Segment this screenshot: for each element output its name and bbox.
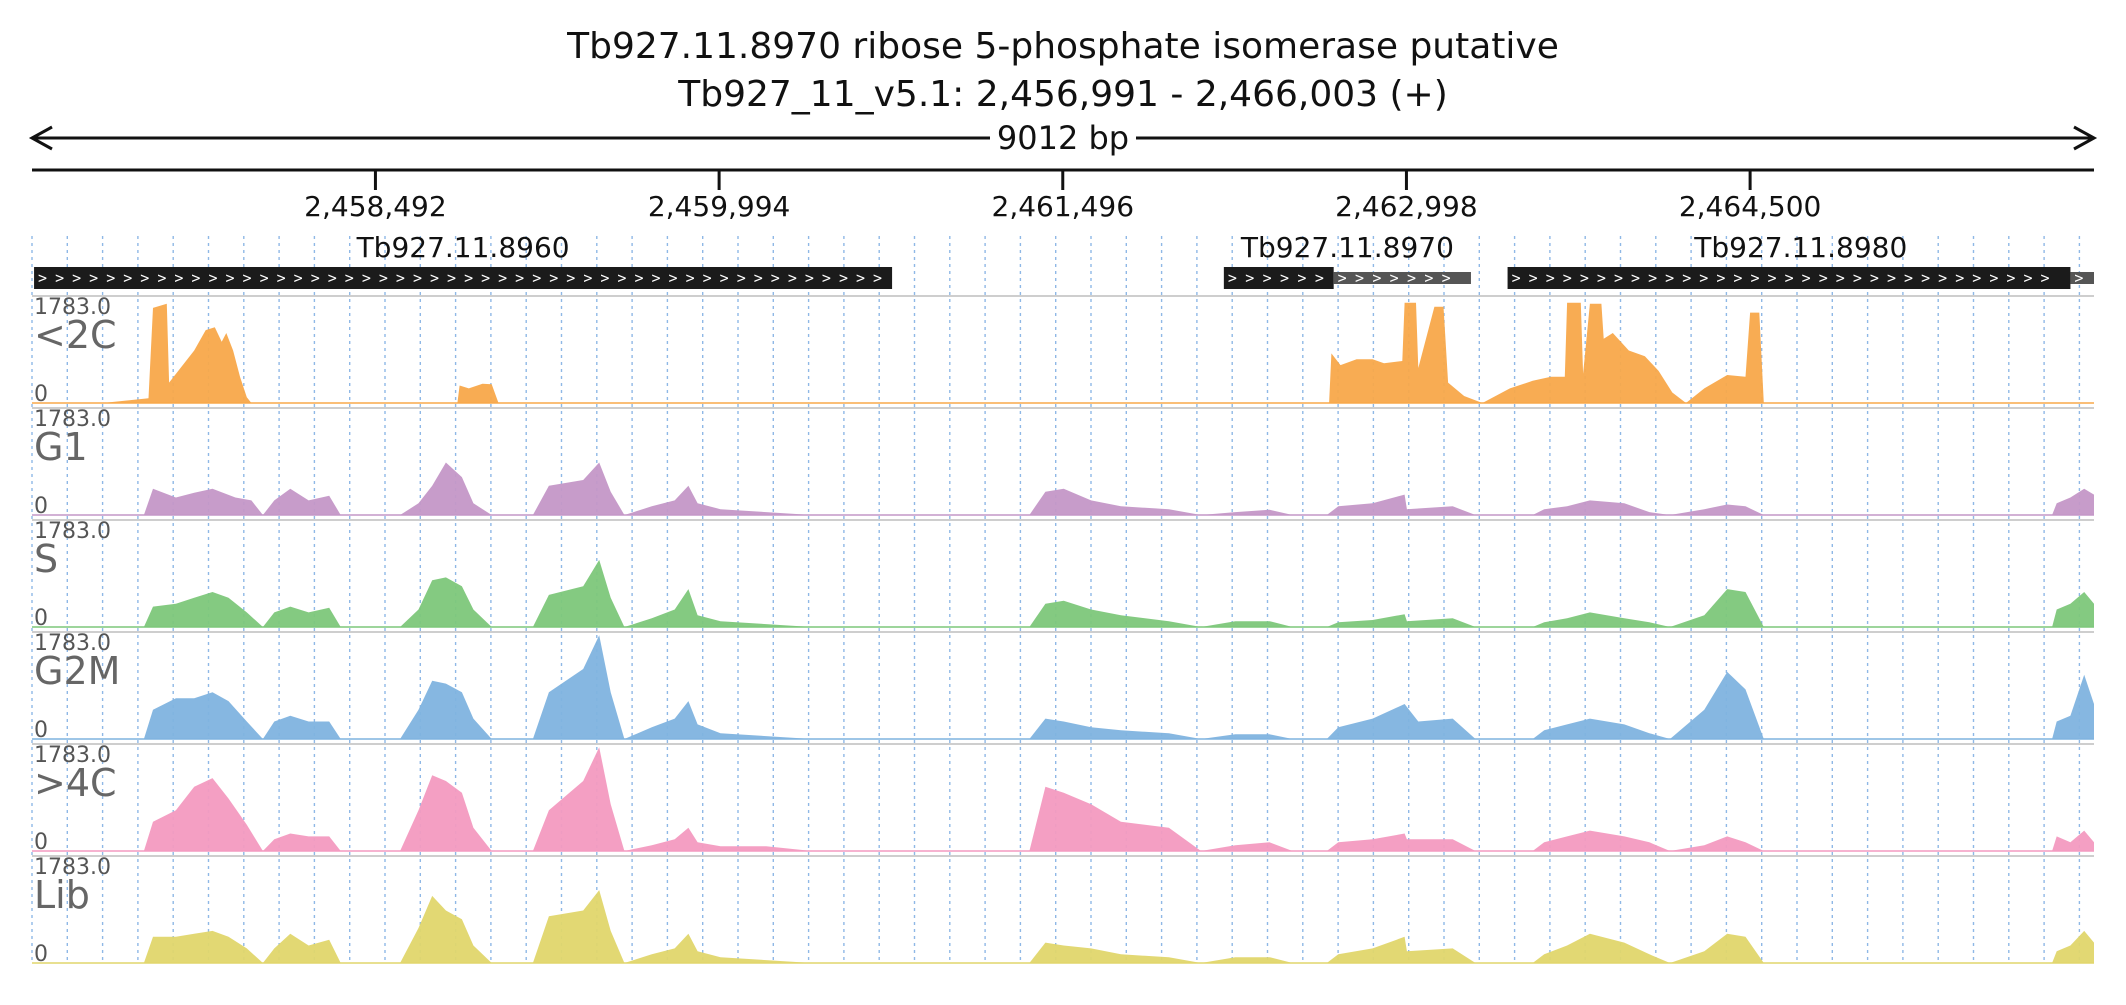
coverage-area-0: [32, 302, 2094, 403]
track-0: 1783.0 0 <2C: [32, 295, 2094, 407]
x-ticks: 2,458,492 2,459,994 2,461,496 2,462,998 2,46…: [304, 170, 1821, 223]
track-1: 1783.0 0 G1: [32, 407, 2094, 519]
track-name-1: G1: [34, 425, 88, 469]
x-tick-label-4: 2,464,500: [1679, 190, 1822, 223]
gene-models: >>>>>>>>>>>>>>>>>>>>>>>>>>>>>>>>>>>>>>>>…: [34, 231, 2094, 289]
track-name-4: >4C: [34, 761, 117, 805]
gene-2-utr-1: [2070, 272, 2094, 284]
gene-1-utr-1: [1333, 272, 1471, 284]
track-5: 1783.0 0 Lib: [32, 855, 2094, 967]
x-tick-label-3: 2,462,998: [1335, 190, 1478, 223]
grid-lines: [31, 236, 2081, 962]
span-indicator: 9012 bp: [28, 119, 2098, 157]
gene-0: >>>>>>>>>>>>>>>>>>>>>>>>>>>>>>>>>>>>>>>>…: [34, 231, 893, 289]
track-max-label-1: 1783.0: [34, 407, 111, 432]
track-max-label-2: 1783.0: [34, 519, 111, 544]
coverage-area-2: [32, 559, 2094, 627]
track-name-5: Lib: [34, 873, 90, 917]
track-min-label-3: 0: [34, 718, 48, 743]
coverage-tracks: 1783.00<2C1783.00G11783.00S1783.00G2M178…: [32, 295, 2094, 967]
gene-2: >>>>>>>>>>>>>>>>>>>>>>>>>>>>>>>> >Tb927.1…: [1507, 231, 2094, 289]
track-min-label-1: 0: [34, 494, 48, 519]
x-tick-label-0: 2,458,492: [304, 190, 447, 223]
gene-label-1: Tb927.11.8970: [1240, 231, 1454, 264]
track-min-label-5: 0: [34, 942, 48, 967]
chart-subtitle: Tb927_11_v5.1: 2,456,991 - 2,466,003 (+): [677, 74, 1448, 115]
gene-label-0: Tb927.11.8960: [356, 231, 570, 264]
gene-2-cds-0: [1507, 267, 2071, 289]
track-min-label-0: 0: [34, 382, 48, 407]
track-min-label-4: 0: [34, 830, 48, 855]
gene-0-cds-0: [34, 267, 893, 289]
track-max-label-0: 1783.0: [34, 295, 111, 320]
coverage-area-5: [32, 890, 2094, 963]
chart-title: Tb927.11.8970 ribose 5-phosphate isomera…: [566, 26, 1559, 67]
coverage-area-3: [32, 635, 2094, 739]
track-min-label-2: 0: [34, 606, 48, 631]
track-max-label-5: 1783.0: [34, 855, 111, 880]
coverage-area-1: [32, 462, 2094, 515]
span-arrow-right-head: [2073, 125, 2098, 151]
coverage-area-4: [32, 747, 2094, 851]
track-max-label-4: 1783.0: [34, 743, 111, 768]
span-arrow-left-head: [28, 125, 53, 151]
track-name-3: G2M: [34, 649, 120, 693]
gene-label-2: Tb927.11.8980: [1693, 231, 1907, 264]
span-label: 9012 bp: [997, 119, 1129, 157]
x-tick-label-2: 2,461,496: [992, 190, 1135, 223]
x-tick-label-1: 2,459,994: [648, 190, 791, 223]
gene-1: >>>>>> >>>>>>>Tb927.11.8970: [1223, 231, 1471, 289]
gene-2-strand-arrows-1: >: [2074, 269, 2083, 287]
track-name-2: S: [34, 537, 58, 581]
track-max-label-3: 1783.0: [34, 631, 111, 656]
track-4: 1783.0 0 >4C: [32, 743, 2094, 855]
track-2: 1783.0 0 S: [32, 519, 2094, 631]
track-3: 1783.0 0 G2M: [32, 631, 2094, 743]
gene-1-cds-0: [1223, 267, 1334, 289]
track-name-0: <2C: [34, 313, 117, 357]
